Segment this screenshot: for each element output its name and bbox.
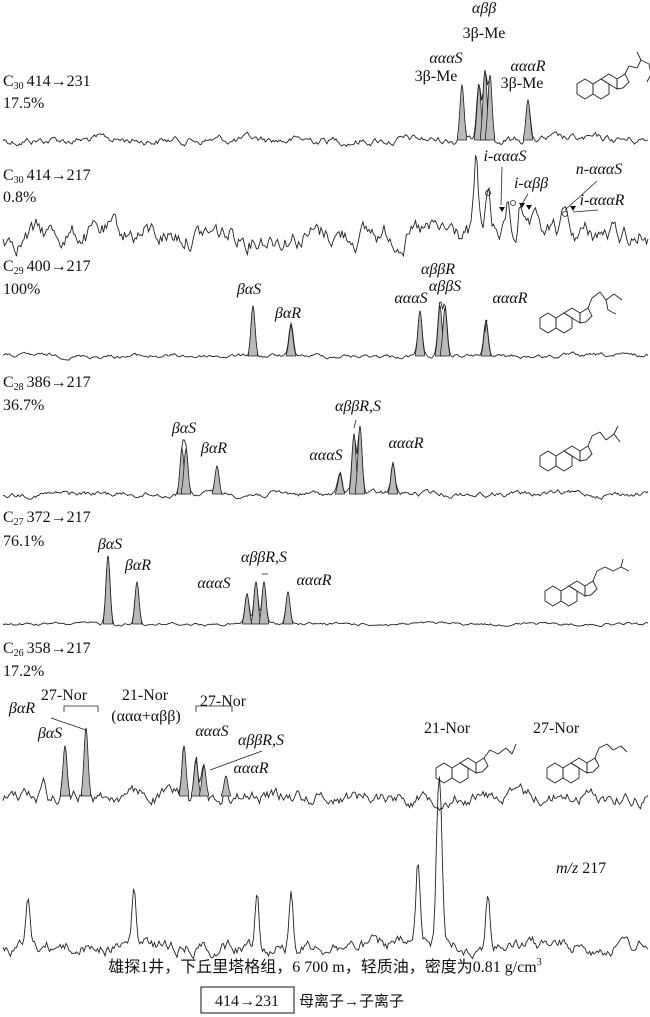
peak-label-c28-217-0: αββR,S — [335, 398, 381, 415]
panel-c28-217-title: C28 386→217 — [3, 374, 91, 393]
peak-label-c28-217-3: αααS — [309, 447, 342, 464]
peak-label-c28-217-2: βαR — [200, 440, 227, 457]
steroid-structure-icon — [544, 558, 630, 607]
peak-c30-231-3 — [485, 74, 495, 141]
peak-label-c30-217-0: i-αααS — [484, 148, 527, 165]
peak-c26-217-5 — [199, 765, 209, 797]
annotation-pointers — [50, 166, 599, 771]
peak-label-c30-217-1: i-αββ — [514, 175, 548, 192]
peak-label-c30-231-2: αααS — [429, 50, 462, 67]
peak-label-c26-217-0: βαR — [8, 700, 35, 717]
peak-c29-217-0 — [248, 304, 258, 357]
peak-c27-217-2 — [242, 593, 252, 625]
peak-label-c27-217-2: αββR,S — [241, 549, 287, 566]
peak-label-c30-231-0: αββ — [472, 0, 496, 17]
peak-label-c29-217-3: αββS — [429, 278, 461, 295]
panel-c26-217-percent: 17.2% — [3, 663, 44, 680]
peak-label-c26-217-6: αααS — [195, 723, 228, 740]
panel-c30-231-percent: 17.5% — [3, 95, 44, 112]
peak-label-c29-217-1: βαR — [274, 305, 301, 322]
peak-label-c29-217-5: αααR — [493, 290, 528, 307]
trace-line-c27-217 — [2, 555, 649, 628]
peak-label-c30-231-4: αααR — [511, 58, 546, 75]
peak-label-c29-217-2: αββR — [421, 261, 455, 278]
peak-label-c30-231-5: 3β-Me — [501, 75, 544, 92]
peak-c28-217-5 — [355, 425, 365, 495]
peak-label-c26-217-5: 27-Nor — [200, 693, 247, 710]
panel-c30-217-percent: 0.8% — [3, 189, 36, 206]
peak-label-c29-217-4: αααS — [394, 290, 427, 307]
peak-c29-217-5 — [481, 320, 491, 357]
peak-label-c26-217-8: αααR — [234, 760, 269, 777]
peak-c26-217-4 — [191, 760, 201, 797]
peak-label-c26-217-1: 27-Nor — [41, 687, 88, 704]
trace-line-c30-217 — [2, 155, 649, 258]
steroid-structure-icon — [539, 291, 623, 334]
peak-c28-217-3 — [335, 473, 345, 495]
peak-label-c30-217-2: n-αααS — [576, 161, 623, 178]
peak-label-c30-231-1: 3β-Me — [463, 25, 506, 42]
peak-c27-217-0 — [103, 555, 113, 625]
peak-label-c26-217-2: βαS — [37, 725, 62, 742]
peak-label-c28-217-1: βαS — [171, 420, 196, 437]
trace-line-c26-217 — [2, 737, 649, 812]
peak-label-c26-217-3: 21-Nor — [122, 687, 169, 704]
peak-c28-217-2 — [212, 465, 222, 495]
peak-c27-217-4 — [259, 580, 269, 625]
structure-label-27-nor: 27-Nor — [533, 720, 580, 737]
peak-c30-231-0 — [457, 83, 467, 141]
steroid-structure-icon — [435, 743, 517, 784]
peak-c30-231-4 — [523, 98, 533, 141]
figure-caption: 雄探1井，下丘里塔格组，6 700 m，轻质油，密度为0.81 g/cm3 — [108, 957, 541, 976]
peak-c26-217-1 — [60, 744, 70, 797]
peak-c27-217-1 — [132, 580, 142, 625]
peak-c28-217-6 — [388, 463, 398, 495]
c30-217-markers — [485, 190, 576, 217]
peak-label-c26-217-7: αββR,S — [238, 732, 284, 749]
trace-line-c28-217 — [2, 426, 649, 501]
peak-c29-217-2 — [415, 309, 425, 357]
panel-c29-217-title: C29 400→217 — [3, 258, 91, 277]
trace-line-mz217 — [2, 776, 649, 960]
steroid-structure-icon — [546, 743, 628, 784]
peak-c28-217-1 — [181, 447, 191, 495]
legend-box-text: 414→231 — [215, 993, 279, 1010]
peak-labels: αββ3β-MeαααS3β-MeαααR3β-Mei-αααSi-αββn-α… — [8, 0, 625, 777]
peak-label-c29-217-0: βαS — [236, 281, 261, 298]
peak-c27-217-5 — [283, 591, 293, 625]
peak-label-c27-217-3: αααS — [197, 575, 230, 592]
panel-c30-231-title: C30 414→231 — [3, 73, 91, 92]
peak-label-c26-217-4: (ααα+αββ) — [111, 708, 181, 725]
steroid-structure-icon — [576, 51, 650, 100]
panel-c29-217-percent: 100% — [3, 281, 40, 298]
peak-label-c27-217-4: αααR — [297, 572, 332, 589]
peak-c26-217-6 — [221, 775, 231, 797]
trace-line-c29-217 — [2, 301, 649, 361]
peak-c27-217-3 — [251, 580, 261, 625]
panel-c26-217-title: C26 358→217 — [3, 640, 91, 659]
peak-c29-217-1 — [286, 325, 296, 357]
peak-label-c30-231-3: 3β-Me — [415, 68, 458, 85]
trace-line-c30-231 — [2, 73, 649, 148]
chromatogram-traces — [2, 69, 649, 960]
peak-label-c30-217-3: i-αααR — [580, 192, 625, 209]
panel-c30-217-title: C30 414→217 — [3, 167, 91, 186]
peak-c26-217-3 — [179, 744, 189, 797]
steroid-structure-icon — [539, 425, 621, 472]
peak-label-c27-217-1: βαR — [124, 557, 151, 574]
peak-label-c28-217-4: αααR — [389, 435, 424, 452]
legend-description: 母离子→子离子 — [299, 993, 404, 1010]
peak-label-c27-217-0: βαS — [97, 536, 122, 553]
peak-c26-217-2 — [81, 727, 91, 797]
structure-label-21-nor: 21-Nor — [424, 720, 471, 737]
panel-c27-217-percent: 76.1% — [3, 533, 44, 550]
panel-mz217-label: m/z 217 — [556, 860, 606, 877]
panel-c27-217-title: C27 372→217 — [3, 509, 91, 528]
panel-c28-217-percent: 36.7% — [3, 397, 44, 414]
legend-box — [200, 986, 295, 1014]
peak-c29-217-4 — [440, 306, 450, 357]
